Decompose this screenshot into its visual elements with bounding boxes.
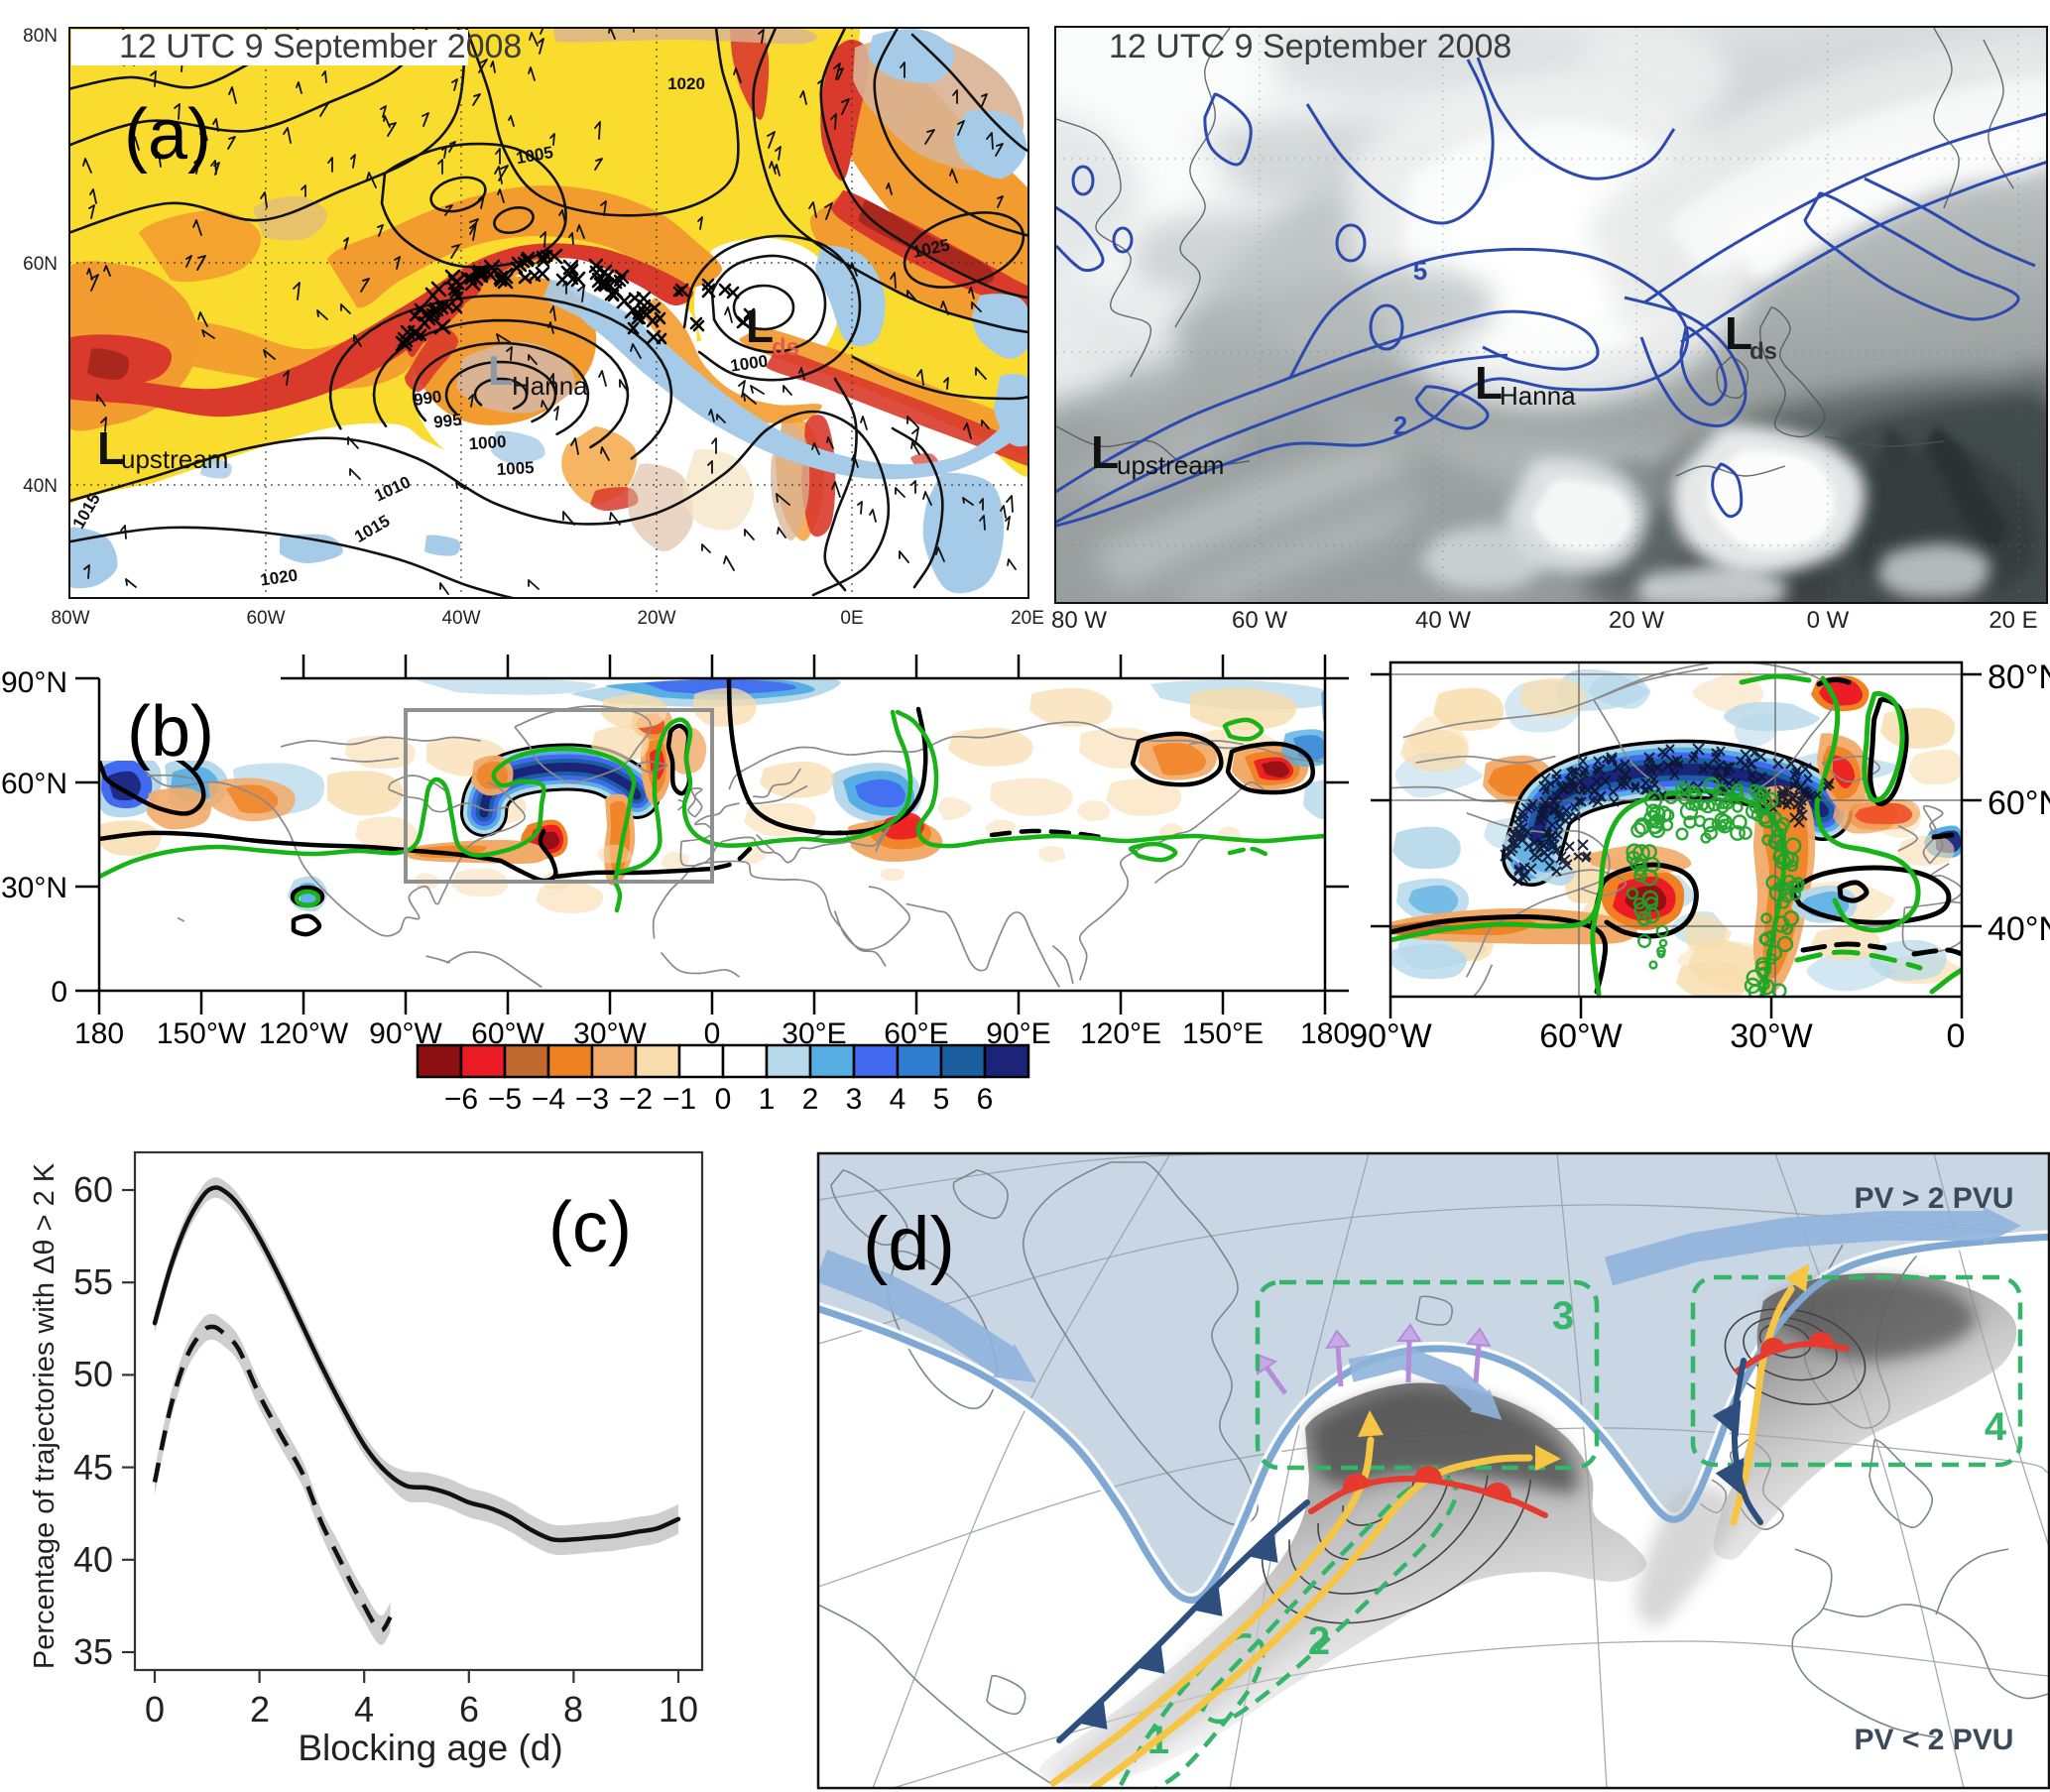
svg-text:1005: 1005 xyxy=(496,458,535,479)
svg-text:12 UTC 9 September 2008: 12 UTC 9 September 2008 xyxy=(119,28,522,65)
svg-text:40 W: 40 W xyxy=(1415,607,1471,634)
svg-text:PV < 2 PVU: PV < 2 PVU xyxy=(1855,1724,2014,1756)
svg-text:L: L xyxy=(97,422,125,474)
svg-text:upstream: upstream xyxy=(1117,450,1224,480)
svg-text:−6: −6 xyxy=(444,1083,478,1116)
svg-text:120°W: 120°W xyxy=(259,1017,349,1050)
svg-text:4: 4 xyxy=(1985,1405,2007,1449)
svg-text:0: 0 xyxy=(1947,1017,1966,1055)
svg-text:−2: −2 xyxy=(619,1083,653,1116)
svg-text:−3: −3 xyxy=(575,1083,609,1116)
svg-text:20 W: 20 W xyxy=(1609,607,1664,634)
svg-text:35: 35 xyxy=(73,1631,113,1672)
svg-text:45: 45 xyxy=(73,1447,113,1488)
svg-text:180: 180 xyxy=(74,1017,124,1050)
svg-text:−1: −1 xyxy=(663,1083,696,1116)
svg-text:12 UTC 9 September 2008: 12 UTC 9 September 2008 xyxy=(1109,28,1511,65)
svg-text:6: 6 xyxy=(459,1689,479,1730)
svg-text:60°N: 60°N xyxy=(1,768,67,800)
svg-text:0 W: 0 W xyxy=(1807,607,1850,634)
svg-text:Hanna: Hanna xyxy=(1500,381,1576,411)
svg-text:6: 6 xyxy=(977,1083,994,1116)
svg-text:1020: 1020 xyxy=(667,74,705,93)
svg-text:8: 8 xyxy=(563,1689,583,1730)
svg-text:L: L xyxy=(1475,357,1503,409)
svg-text:20E: 20E xyxy=(1011,608,1044,629)
svg-text:1000: 1000 xyxy=(468,432,507,454)
svg-text:60: 60 xyxy=(73,1169,113,1210)
svg-text:0: 0 xyxy=(704,1017,721,1050)
svg-text:ds: ds xyxy=(772,334,799,361)
svg-text:80 W: 80 W xyxy=(1051,607,1107,634)
svg-text:60N: 60N xyxy=(23,254,58,275)
svg-text:990: 990 xyxy=(413,387,443,410)
svg-text:−5: −5 xyxy=(488,1083,522,1116)
svg-text:60°N: 60°N xyxy=(1988,784,2050,822)
svg-text:60W: 60W xyxy=(246,608,285,629)
svg-text:40W: 40W xyxy=(441,608,480,629)
svg-text:1: 1 xyxy=(759,1083,776,1116)
svg-text:−4: −4 xyxy=(532,1083,565,1116)
svg-text:ds: ds xyxy=(1749,338,1777,365)
svg-text:2: 2 xyxy=(250,1689,270,1730)
svg-text:0: 0 xyxy=(145,1689,165,1730)
svg-text:3: 3 xyxy=(1552,1294,1574,1338)
svg-text:180: 180 xyxy=(1300,1017,1350,1050)
svg-text:30°N: 30°N xyxy=(1,872,67,904)
svg-text:60°W: 60°W xyxy=(1539,1017,1623,1055)
svg-text:50: 50 xyxy=(73,1354,113,1394)
svg-text:55: 55 xyxy=(73,1261,113,1302)
svg-text:(a): (a) xyxy=(124,95,211,175)
svg-text:(c): (c) xyxy=(548,1188,632,1267)
svg-text:80N: 80N xyxy=(23,26,58,47)
svg-text:Blocking age (d): Blocking age (d) xyxy=(298,1728,562,1768)
svg-text:L: L xyxy=(746,300,774,352)
svg-text:L: L xyxy=(488,347,514,394)
svg-text:Percentage of trajectories wit: Percentage of trajectories with Δθ > 2 K xyxy=(29,1162,60,1669)
svg-text:5: 5 xyxy=(1413,256,1427,286)
svg-text:4: 4 xyxy=(890,1083,906,1116)
svg-text:90°N: 90°N xyxy=(1,666,67,699)
svg-text:2: 2 xyxy=(802,1083,819,1116)
svg-text:40°N: 40°N xyxy=(1988,910,2050,948)
svg-text:40: 40 xyxy=(73,1539,113,1580)
svg-text:Hanna: Hanna xyxy=(512,371,588,401)
svg-text:20W: 20W xyxy=(637,608,675,629)
svg-text:120°E: 120°E xyxy=(1080,1017,1161,1050)
svg-text:995: 995 xyxy=(432,411,462,432)
svg-text:PV > 2 PVU: PV > 2 PVU xyxy=(1855,1182,2014,1215)
svg-text:0: 0 xyxy=(715,1083,732,1116)
svg-text:80°N: 80°N xyxy=(1988,658,2050,696)
svg-text:20 E: 20 E xyxy=(1989,607,2037,634)
svg-text:3: 3 xyxy=(846,1083,863,1116)
svg-text:(d): (d) xyxy=(863,1202,955,1286)
svg-text:0: 0 xyxy=(51,976,67,1009)
svg-text:(b): (b) xyxy=(127,692,214,772)
svg-text:10: 10 xyxy=(659,1689,698,1730)
svg-text:150°E: 150°E xyxy=(1182,1017,1264,1050)
svg-text:150°W: 150°W xyxy=(157,1017,247,1050)
svg-text:2: 2 xyxy=(1308,1619,1330,1663)
svg-text:4: 4 xyxy=(354,1689,374,1730)
svg-text:5: 5 xyxy=(933,1083,950,1116)
svg-text:90°W: 90°W xyxy=(1349,1017,1432,1055)
svg-text:60 W: 60 W xyxy=(1232,607,1287,634)
svg-text:L: L xyxy=(1091,426,1119,478)
svg-text:30°W: 30°W xyxy=(1730,1017,1813,1055)
svg-text:0E: 0E xyxy=(840,608,863,629)
svg-text:40N: 40N xyxy=(23,476,58,497)
svg-text:upstream: upstream xyxy=(121,444,228,474)
svg-text:2: 2 xyxy=(1393,411,1407,440)
svg-text:80W: 80W xyxy=(51,608,89,629)
svg-text:L: L xyxy=(1725,307,1752,359)
